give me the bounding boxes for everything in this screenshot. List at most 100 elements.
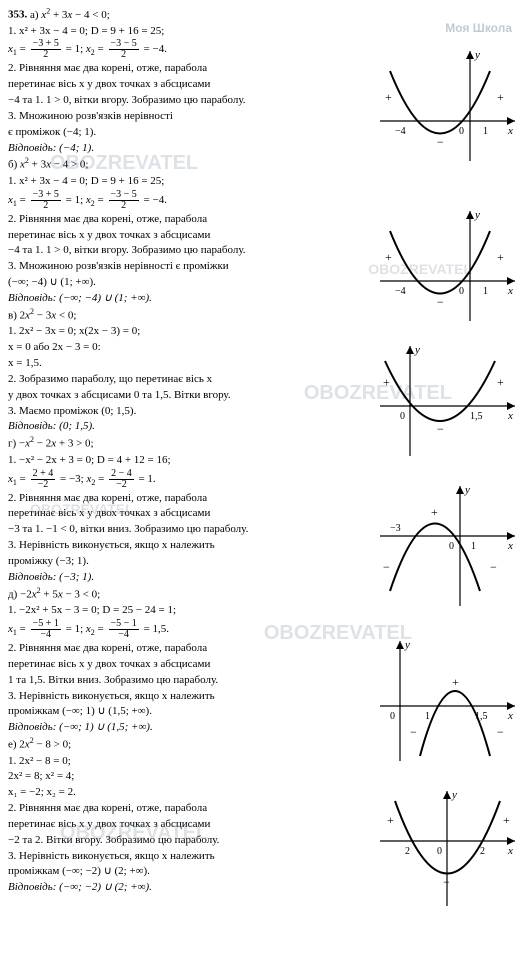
svg-text:−4: −4 xyxy=(395,126,406,137)
line: перетинає вісь x у двох точках з абсциса… xyxy=(8,228,369,243)
answer-e: Відповідь: (−∞; 1) ∪ (1,5; +∞). xyxy=(8,720,369,735)
line: перетинає вісь x у двох точках з абсциса… xyxy=(8,506,369,521)
svg-text:1,5: 1,5 xyxy=(475,711,488,722)
part-c-header: в) 2x2 − 3x < 0; xyxy=(8,307,369,324)
figure-column: y x −4 1 0 + − + y x −4 1 0 xyxy=(375,6,524,971)
line: x₁ = −2; x₂ = 2. xyxy=(8,785,369,800)
line: (−∞; −4) ∪ (1; +∞). xyxy=(8,275,369,290)
svg-text:+: + xyxy=(503,813,510,827)
line: 3. Маємо проміжок (0; 1,5). xyxy=(8,404,369,419)
svg-text:−: − xyxy=(497,725,504,739)
line: 3. Нерівність виконується, якщо x належи… xyxy=(8,849,369,864)
line: −2 та 2. Вітки вгору. Зобразимо цю параб… xyxy=(8,833,369,848)
answer-c: Відповідь: (0; 1,5). xyxy=(8,419,369,434)
figure-e: y x 1 1,5 0 − + − xyxy=(375,636,524,766)
line: 1. x² + 3x − 4 = 0; D = 9 + 16 = 25; xyxy=(8,174,369,189)
line: x1 = 2 + 4−2 = −3; x2 = 2 − 4−2 = 1. xyxy=(8,469,369,490)
svg-text:−: − xyxy=(383,560,390,574)
line: проміжкам (−∞; −2) ∪ (2; +∞). xyxy=(8,864,369,879)
svg-text:y: y xyxy=(474,49,480,61)
line: 3. Множиною розв'язків нерівності xyxy=(8,109,369,124)
line: перетинає вісь x у двох точках з абсциса… xyxy=(8,77,369,92)
line: −3 та 1. −1 < 0, вітки вниз. Зобразимо ц… xyxy=(8,522,369,537)
svg-text:1,5: 1,5 xyxy=(470,411,483,422)
line: у двох точках з абсцисами 0 та 1,5. Вітк… xyxy=(8,388,369,403)
line: є проміжок (−4; 1). xyxy=(8,125,369,140)
svg-text:−: − xyxy=(437,422,444,436)
line: x = 0 або 2x − 3 = 0: xyxy=(8,340,369,355)
figure-a: y x −4 1 0 + − + xyxy=(375,46,524,166)
figure-b: y x −4 1 0 + − + xyxy=(375,206,524,326)
part-b-header: б) x2 + 3x − 4 > 0; xyxy=(8,156,369,173)
svg-text:−3: −3 xyxy=(390,523,401,534)
answer-a: Відповідь: (−4; 1). xyxy=(8,141,369,156)
line: x1 = −5 + 1−4 = 1; x2 = −5 − 1−4 = 1,5. xyxy=(8,619,369,640)
part-d-header: г) −x2 − 2x + 3 > 0; xyxy=(8,435,369,452)
line: 1 та 1,5. Вітки вниз. Зобразимо цю параб… xyxy=(8,673,369,688)
svg-text:+: + xyxy=(452,675,459,689)
svg-text:+: + xyxy=(431,505,438,519)
line: 2. Рівняння має два корені, отже, парабо… xyxy=(8,212,369,227)
svg-text:1: 1 xyxy=(483,126,488,137)
line: 353. а) x2 + 3x − 4 < 0; xyxy=(8,6,369,23)
part-a-header: а) x2 + 3x − 4 < 0; xyxy=(30,9,110,21)
svg-text:+: + xyxy=(497,250,504,264)
line: проміжкам (−∞; 1) ∪ (1,5; +∞). xyxy=(8,704,369,719)
svg-text:−: − xyxy=(437,295,444,309)
svg-text:2: 2 xyxy=(480,846,485,857)
svg-text:−: − xyxy=(443,875,450,889)
page: 353. а) x2 + 3x − 4 < 0; 1. x² + 3x − 4 … xyxy=(0,0,532,977)
svg-text:−: − xyxy=(437,135,444,149)
line: 1. −2x² + 5x − 3 = 0; D = 25 − 24 = 1; xyxy=(8,603,369,618)
answer-d: Відповідь: (−3; 1). xyxy=(8,570,369,585)
answer-b: Відповідь: (−∞; −4) ∪ (1; +∞). xyxy=(8,291,369,306)
line: x1 = −3 + 52 = 1; x2 = −3 − 52 = −4. xyxy=(8,39,369,60)
svg-text:2: 2 xyxy=(405,846,410,857)
line: 2. Зобразимо параболу, що перетинає вісь… xyxy=(8,372,369,387)
line: 3. Множиною розв'язків нерівності є пром… xyxy=(8,259,369,274)
svg-text:−: − xyxy=(410,725,417,739)
svg-text:−4: −4 xyxy=(395,286,406,297)
line: 2. Рівняння має два корені, отже, парабо… xyxy=(8,491,369,506)
text-column: 353. а) x2 + 3x − 4 < 0; 1. x² + 3x − 4 … xyxy=(8,6,375,971)
svg-text:0: 0 xyxy=(459,126,464,137)
svg-text:y: y xyxy=(464,484,470,496)
svg-text:0: 0 xyxy=(390,711,395,722)
line: проміжку (−3; 1). xyxy=(8,554,369,569)
svg-text:1: 1 xyxy=(425,711,430,722)
line: 2x² = 8; x² = 4; xyxy=(8,769,369,784)
answer-f: Відповідь: (−∞; −2) ∪ (2; +∞). xyxy=(8,880,369,895)
line: x = 1,5. xyxy=(8,356,369,371)
svg-text:x: x xyxy=(507,540,513,552)
svg-text:1: 1 xyxy=(471,541,476,552)
figure-c: y x 0 1,5 + − + xyxy=(375,341,524,461)
line: перетинає вісь x у двох точках з абсциса… xyxy=(8,817,369,832)
svg-text:0: 0 xyxy=(459,286,464,297)
figure-f: y x 2 2 0 + − + xyxy=(375,786,524,911)
svg-text:y: y xyxy=(474,209,480,221)
line: 2. Рівняння має два корені, отже, парабо… xyxy=(8,61,369,76)
svg-text:x: x xyxy=(507,845,513,857)
svg-text:−: − xyxy=(490,560,497,574)
line: 2. Рівняння має два корені, отже, парабо… xyxy=(8,801,369,816)
svg-text:+: + xyxy=(387,813,394,827)
svg-text:x: x xyxy=(507,285,513,297)
line: 2. Рівняння має два корені, отже, парабо… xyxy=(8,641,369,656)
svg-text:+: + xyxy=(385,250,392,264)
svg-text:0: 0 xyxy=(437,846,442,857)
svg-text:x: x xyxy=(507,410,513,422)
line: −4 та 1. 1 > 0, вітки вгору. Зобразимо ц… xyxy=(8,93,369,108)
line: 3. Нерівність виконується, якщо x належи… xyxy=(8,538,369,553)
line: 1. 2x² − 8 = 0; xyxy=(8,754,369,769)
svg-text:+: + xyxy=(385,90,392,104)
svg-text:+: + xyxy=(497,90,504,104)
line: −4 та 1. 1 > 0, вітки вгору. Зобразимо ц… xyxy=(8,243,369,258)
svg-text:y: y xyxy=(414,344,420,356)
svg-text:y: y xyxy=(404,639,410,651)
svg-text:x: x xyxy=(507,125,513,137)
line: x1 = −3 + 52 = 1; x2 = −3 − 52 = −4. xyxy=(8,190,369,211)
svg-text:+: + xyxy=(383,375,390,389)
problem-number: 353. xyxy=(8,9,27,21)
line: 1. x² + 3x − 4 = 0; D = 9 + 16 = 25; xyxy=(8,24,369,39)
svg-text:+: + xyxy=(497,375,504,389)
